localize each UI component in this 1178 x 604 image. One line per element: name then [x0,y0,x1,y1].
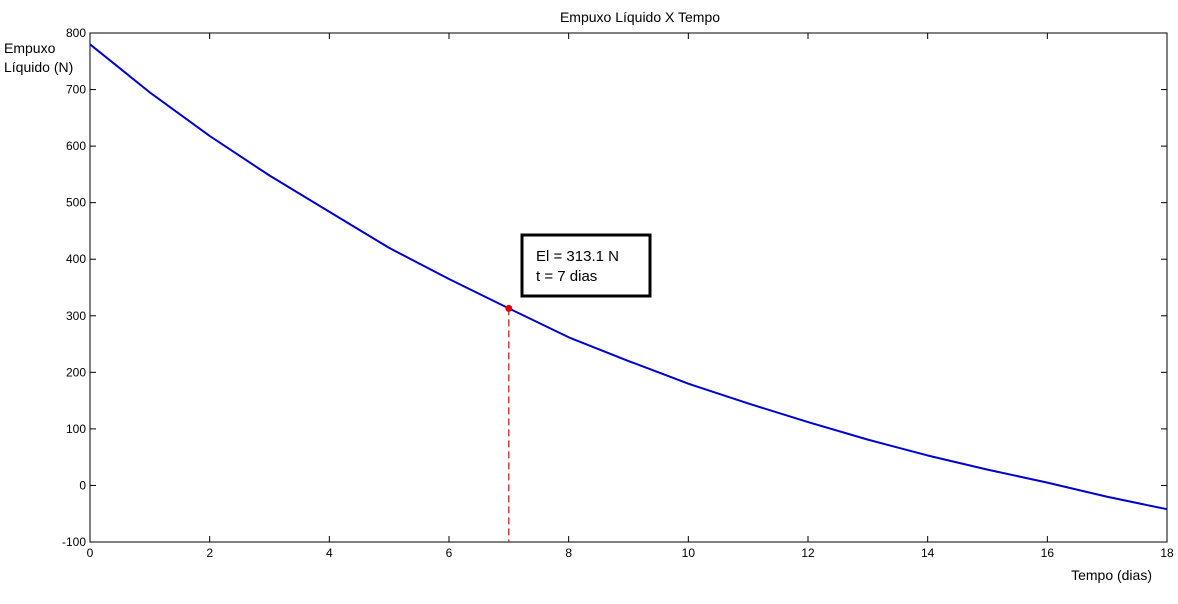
y-tick-label: -100 [62,535,86,549]
y-tick-label: 0 [79,478,86,492]
y-axis-label-line-2: Líquido (N) [4,59,73,75]
y-tick-label: 800 [66,26,86,40]
data-point-marker [505,304,513,312]
x-tick-label: 2 [206,546,213,560]
x-tick-label: 4 [326,546,333,560]
y-tick-label: 700 [66,83,86,97]
annotation: El = 313.1 N t = 7 dias [520,233,652,298]
y-tick-label: 100 [66,422,86,436]
x-tick-label: 12 [801,546,815,560]
x-tick-label: 8 [565,546,572,560]
x-tick-label: 6 [446,546,453,560]
annotation-box [520,233,652,298]
y-tick-label: 200 [66,365,86,379]
x-axis-label: Tempo (dias) [1071,567,1152,583]
series-line-0 [89,43,1168,511]
axis-ticks: 0 2 4 6 8 10 12 14 16 18-100010020030040050060070… [62,26,1174,560]
y-tick-label: 600 [66,139,86,153]
annotation-line-1: El = 313.1 N [536,248,619,265]
x-tick-label: 0 [87,546,94,560]
x-tick-label: 16 [1041,546,1055,560]
x-tick-label: 18 [1160,546,1174,560]
series-layer [89,43,1168,542]
chart-title: Empuxo Líquido X Tempo [560,9,720,25]
y-tick-label: 500 [66,196,86,210]
annotation-line-2: t = 7 dias [536,268,597,285]
y-tick-label: 400 [66,252,86,266]
x-tick-label: 14 [921,546,935,560]
y-tick-label: 300 [66,309,86,323]
x-tick-label: 10 [682,546,696,560]
y-axis-label-line-1: Empuxo [4,40,56,56]
